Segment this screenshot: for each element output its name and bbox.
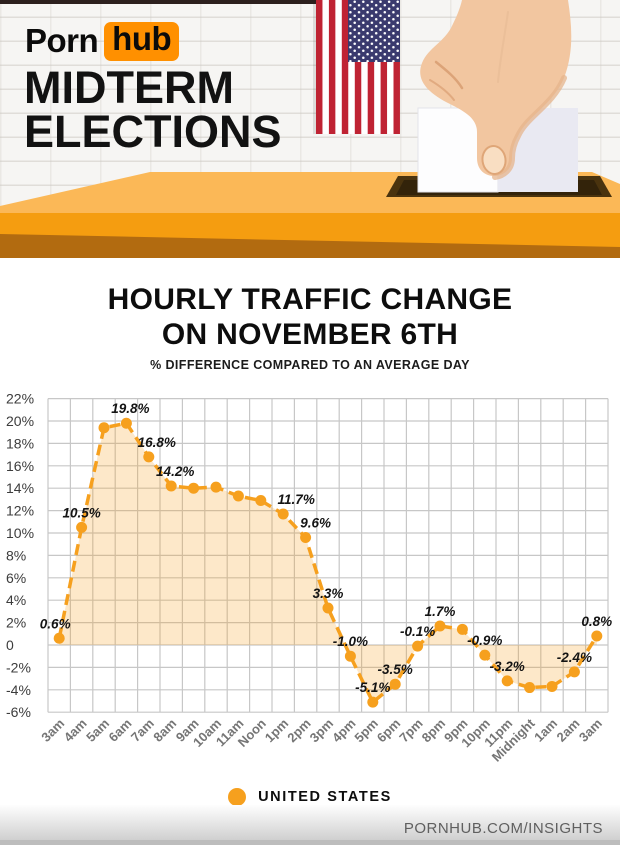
- chart-point: [277, 508, 289, 520]
- chart-point-label: 0.8%: [581, 614, 612, 629]
- chart-point-label: 10.5%: [62, 505, 100, 520]
- chart-point-label: -0.1%: [400, 624, 435, 639]
- y-axis-tick-label: -6%: [6, 704, 31, 720]
- y-axis-tick-label: -4%: [6, 682, 31, 698]
- y-axis-tick-label: 16%: [6, 458, 34, 474]
- chart-point-label: 16.8%: [138, 435, 176, 450]
- chart-point: [188, 482, 200, 494]
- y-axis-tick-label: 14%: [6, 480, 34, 496]
- x-axis-tick-label: 3am: [38, 716, 67, 745]
- legend-label: UNITED STATES: [258, 789, 392, 805]
- chart-point: [143, 451, 155, 463]
- x-axis-tick-label: 2pm: [284, 716, 314, 746]
- chart-point: [434, 620, 446, 632]
- chart-point: [98, 422, 110, 434]
- chart-point: [165, 480, 177, 492]
- x-axis-tick-label: 1am: [531, 716, 560, 745]
- ballot-scene-illustration: [0, 0, 620, 258]
- chart-point: [501, 675, 513, 687]
- chart-point: [232, 490, 244, 502]
- x-axis-tick-label: 4pm: [329, 716, 359, 746]
- chart-point: [479, 649, 491, 661]
- chart-point-label: 3.3%: [313, 586, 344, 601]
- chart-point: [524, 682, 536, 694]
- x-axis-tick-label: 1pm: [262, 716, 292, 746]
- x-axis-tick-label: 6am: [106, 716, 135, 745]
- x-axis-tick-label: 6pm: [374, 716, 404, 746]
- chart-point: [322, 602, 334, 614]
- header-title: MIDTERM ELECTIONS: [24, 62, 282, 158]
- y-axis-tick-label: 4%: [6, 592, 26, 608]
- y-axis-tick-label: 2%: [6, 615, 26, 631]
- x-axis-tick-label: 3am: [576, 716, 605, 745]
- y-axis-tick-label: 6%: [6, 570, 26, 586]
- y-axis-tick-label: 8%: [6, 547, 26, 563]
- y-axis-tick-label: 0: [6, 637, 14, 653]
- header-title-line2: ELECTIONS: [24, 106, 282, 158]
- y-axis-tick-label: 20%: [6, 413, 34, 429]
- chart-point-label: 11.7%: [278, 492, 315, 507]
- chart-point: [344, 650, 356, 662]
- header-title-line1: MIDTERM: [24, 62, 234, 113]
- x-axis-tick-label: 4am: [61, 716, 90, 745]
- chart-point-label: 14.2%: [156, 464, 194, 479]
- us-flag-icon: [313, 0, 400, 134]
- chart-subtitle: % DIFFERENCE COMPARED TO AN AVERAGE DAY: [150, 358, 470, 372]
- chart-point-label: 9.6%: [300, 515, 331, 530]
- x-axis-tick-label: 5pm: [351, 716, 381, 746]
- chart-point-label: -1.0%: [333, 634, 368, 649]
- x-axis-tick-label: 8am: [150, 716, 179, 745]
- chart-point-label: -3.2%: [490, 659, 525, 674]
- pornhub-logo: Porn hub: [25, 21, 180, 61]
- x-axis-tick-label: 7pm: [396, 716, 426, 746]
- chart-point: [76, 521, 88, 533]
- legend-dot-icon: [228, 788, 247, 806]
- x-axis-tick-label: 7am: [128, 716, 157, 745]
- x-axis-tick-label: 2am: [554, 716, 583, 745]
- x-axis-tick-label: 3pm: [307, 716, 337, 746]
- footer-bar: PORNHUB.COM/INSIGHTS: [0, 805, 620, 845]
- ballot-box: [0, 172, 620, 258]
- x-axis-tick-label: 5am: [83, 716, 112, 745]
- chart-title: HOURLY TRAFFIC CHANGE ON NOVEMBER 6TH: [0, 282, 620, 352]
- chart-point: [255, 495, 267, 507]
- chart-point: [367, 696, 379, 708]
- chart-point: [389, 678, 401, 690]
- logo-text-hub: hub: [104, 21, 180, 61]
- chart-point: [210, 481, 222, 493]
- chart-point-label: 1.7%: [425, 604, 456, 619]
- chart-title-line1: HOURLY TRAFFIC CHANGE: [107, 283, 513, 316]
- traffic-change-chart: 0.6% 10.5% 19.8% 16.8% 14.2% 11.7% 9.6% 3.3% -1.…: [6, 391, 612, 765]
- chart-point: [300, 531, 312, 543]
- y-axis-tick-label: 18%: [6, 435, 34, 451]
- logo-text-porn: Porn: [25, 22, 99, 60]
- chart-title-line2: ON NOVEMBER 6TH: [161, 318, 459, 352]
- y-axis-tick-label: 10%: [6, 525, 34, 541]
- chart-point-label: 19.8%: [111, 401, 149, 416]
- header-banner: Porn hub MIDTERM ELECTIONS: [0, 0, 620, 258]
- chart-point: [120, 417, 132, 429]
- chart-point-label: -2.4%: [557, 650, 592, 665]
- chart-point: [53, 632, 65, 644]
- y-axis-tick-label: -2%: [6, 659, 31, 675]
- voting-hand-icon: [420, 0, 572, 180]
- y-axis-tick-label: 22%: [6, 391, 34, 407]
- chart-point: [412, 640, 424, 652]
- chart-point-label: -3.5%: [378, 662, 413, 677]
- chart-point-label: 0.6%: [40, 616, 71, 631]
- top-edge-strip: [0, 0, 316, 4]
- y-axis-tick-label: 12%: [6, 503, 34, 519]
- x-axis-tick-label: 8pm: [419, 716, 449, 746]
- chart-point: [568, 666, 580, 678]
- chart-legend: UNITED STATES: [0, 788, 620, 806]
- chart-point: [456, 623, 468, 635]
- chart-point-label: -0.9%: [467, 633, 502, 648]
- chart-point-label: -5.1%: [355, 680, 390, 695]
- chart-point: [546, 680, 558, 692]
- footer-url: PORNHUB.COM/INSIGHTS: [403, 820, 603, 837]
- chart-point: [591, 630, 603, 642]
